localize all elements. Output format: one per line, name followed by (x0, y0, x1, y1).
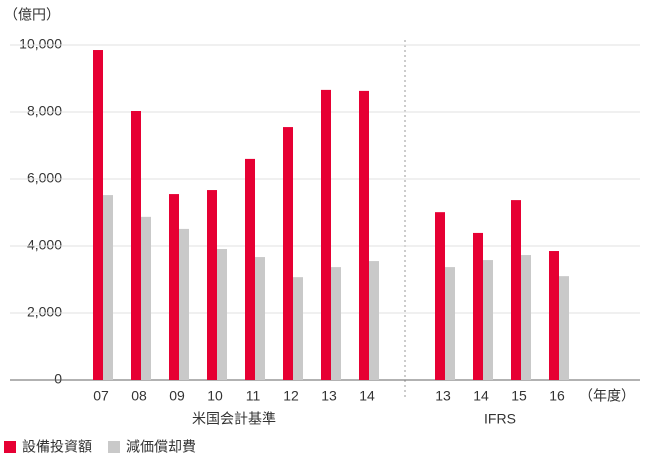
bar (245, 158, 255, 380)
bar (93, 50, 103, 381)
x-tick-label: 13 (435, 388, 451, 404)
x-tick-label: 11 (246, 388, 261, 404)
bar (445, 267, 455, 380)
y-tick-label: 10,000 (19, 36, 62, 52)
x-tick-label: 07 (93, 388, 109, 404)
bar (217, 249, 227, 380)
x-tick-label: 10 (207, 388, 223, 404)
bar (255, 257, 265, 380)
y-tick-label: 0 (54, 371, 62, 387)
bar (511, 200, 521, 380)
bar (321, 89, 331, 380)
bar (331, 267, 341, 380)
bar (283, 127, 293, 380)
group-label: 米国会計基準 (192, 411, 276, 427)
x-axis-label: （年度） (579, 388, 635, 404)
x-tick-label: 09 (169, 388, 185, 404)
bar (293, 277, 303, 380)
legend-swatch (108, 441, 120, 453)
x-tick-label: 12 (283, 388, 299, 404)
x-tick-label: 14 (473, 388, 489, 404)
legend-swatch (4, 441, 16, 453)
bar (169, 194, 179, 380)
y-tick-label: 6,000 (27, 170, 62, 186)
x-tick-label: 13 (321, 388, 337, 404)
bar (483, 260, 493, 380)
y-tick-label: 2,000 (27, 304, 62, 320)
bar (549, 251, 559, 380)
bar (435, 212, 445, 380)
bar (369, 261, 379, 380)
x-tick-label: 15 (511, 388, 527, 404)
bar (103, 195, 113, 380)
y-tick-label: 8,000 (27, 103, 62, 119)
group-label: IFRS (484, 411, 516, 427)
x-tick-label: 16 (549, 388, 565, 404)
bar (179, 228, 189, 380)
bar (521, 255, 531, 380)
y-unit-label: （億円） (4, 7, 60, 23)
bar (141, 216, 151, 380)
x-tick-label: 08 (131, 388, 147, 404)
x-tick-label: 14 (359, 388, 375, 404)
bar (559, 276, 569, 380)
bar (131, 110, 141, 381)
bar (207, 190, 217, 380)
legend-label: 設備投資額 (22, 439, 92, 455)
legend-label: 減価償却費 (126, 439, 196, 455)
bar (473, 232, 483, 380)
y-tick-label: 4,000 (27, 237, 62, 253)
bar (359, 90, 369, 381)
